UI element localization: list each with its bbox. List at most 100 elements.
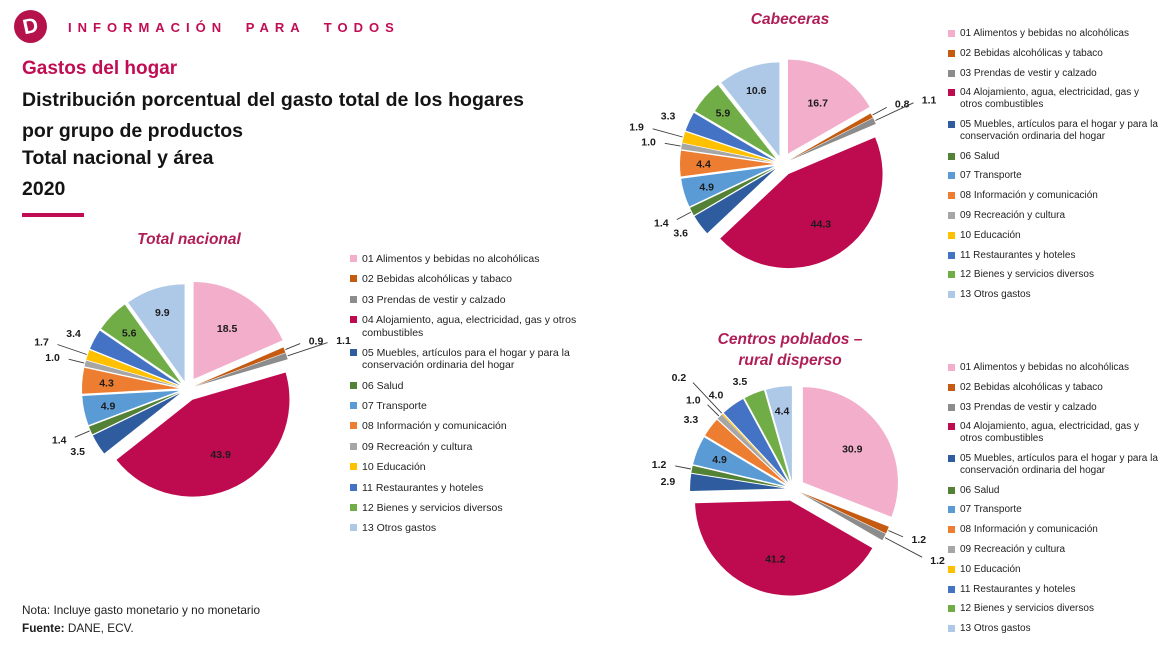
legend-swatch <box>350 381 357 389</box>
pie-slice-12 <box>101 304 182 384</box>
legend-item-label: 03 Prendas de vestir y calzado <box>960 401 1097 413</box>
leader-line <box>875 102 914 121</box>
leader-line <box>664 142 681 147</box>
legend-item-label: 02 Bebidas alcohólicas y tabaco <box>960 381 1103 393</box>
pie-label: 0.8 <box>895 99 910 111</box>
legend-item-label: 12 Bienes y servicios diversos <box>960 603 1094 615</box>
page-title: Distribución porcentual del gasto total … <box>22 89 524 142</box>
legend-swatch <box>948 251 955 259</box>
legend-item-label: 07 Transporte <box>960 504 1022 516</box>
legend-swatch <box>350 463 357 471</box>
legend-item: 03 Prendas de vestir y calzado <box>948 402 1160 414</box>
legend-swatch <box>350 295 357 303</box>
legend-item-label: 03 Prendas de vestir y calzado <box>362 293 506 306</box>
legend-swatch <box>948 545 955 553</box>
legend-swatch <box>350 503 357 511</box>
pie-label: 44.3 <box>811 219 832 231</box>
legend-item: 05 Muebles, artículos para el hogar y pa… <box>948 119 1160 143</box>
legend-swatch <box>350 255 357 262</box>
page-year: 2020 <box>22 178 66 200</box>
pie-slice-13 <box>765 385 792 481</box>
legend-item: 11 Restaurantes y hoteles <box>948 584 1160 596</box>
legend-item-label: 07 Transporte <box>362 400 427 412</box>
legend-swatch <box>948 291 955 299</box>
pie-label: 3.5 <box>733 376 748 388</box>
source-value: DANE, ECV. <box>67 621 134 635</box>
pie-label: 3.4 <box>66 328 81 340</box>
pie-svg: 18.5 0.9 1.1 43.9 3.51.4 4.9 4.3 1.0 1.7 3.4 5.6 9.… <box>34 281 351 497</box>
legend-item: 01 Alimentos y bebidas no alcohólicas <box>948 28 1160 40</box>
legend-item-label: 08 Información y comunicación <box>362 420 507 433</box>
pie-slice-10 <box>722 413 788 484</box>
pie-label: 1.2 <box>930 555 945 567</box>
leader-line <box>692 382 723 414</box>
legend-item: 07 Transporte <box>948 170 1160 182</box>
legend-item-label: 06 Salud <box>362 379 404 392</box>
legend-item: 01 Alimentos y bebidas no alcohólicas <box>350 253 625 265</box>
legend-item-label: 01 Alimentos y bebidas no alcohólicas <box>960 362 1129 373</box>
legend-swatch <box>948 506 955 514</box>
legend-swatch <box>948 625 955 633</box>
legend-item-label: 12 Bienes y servicios diversos <box>362 501 503 514</box>
leader-line <box>68 358 85 364</box>
legend-item-label: 06 Salud <box>960 484 1000 496</box>
legend-item-label: 04 Alojamiento, agua, electricidad, gas … <box>960 421 1139 445</box>
dane-logo-icon: D <box>14 10 47 43</box>
pie-label: 1.4 <box>52 434 67 446</box>
pie-slice-09 <box>681 143 775 163</box>
legend-item: 09 Recreación y cultura <box>948 210 1160 222</box>
legend-swatch <box>948 486 955 494</box>
legend-swatch <box>350 316 357 324</box>
legend-item: 02 Bebidas alcohólicas y tabaco <box>350 273 625 285</box>
leader-line <box>884 537 923 558</box>
pie-label: 30.9 <box>842 443 863 455</box>
legend-swatch <box>948 120 955 128</box>
pie-slice-06 <box>89 392 180 435</box>
pie-label: 41.2 <box>765 553 786 565</box>
legend-item: 01 Alimentos y bebidas no alcohólicas <box>948 362 1160 374</box>
legend-item: 02 Bebidas alcohólicas y tabaco <box>948 382 1160 394</box>
legend-swatch <box>350 524 357 532</box>
source-label: Fuente: <box>22 621 65 635</box>
pie-slice-10 <box>86 349 180 387</box>
page-kicker: Gastos del hogar <box>22 58 178 79</box>
pie-slice-02 <box>789 113 873 161</box>
legend-swatch <box>948 605 955 613</box>
pie-label: 10.6 <box>746 85 767 97</box>
pie-label: 3.3 <box>684 414 699 426</box>
pie-slice-03 <box>800 492 886 541</box>
legend-item: 09 Recreación y cultura <box>350 441 625 453</box>
pie-label: 1.0 <box>45 352 60 364</box>
chart-title-line-2: rural disperso <box>738 351 842 369</box>
legend-swatch <box>948 89 955 97</box>
pie-slice-08 <box>705 419 787 485</box>
pie-label: 3.6 <box>673 227 688 239</box>
legend-item: 12 Bienes y servicios diversos <box>948 269 1160 281</box>
pie-label: 16.7 <box>807 97 828 109</box>
legend-total-nacional: 01 Alimentos y bebidas no alcohólicas 02 … <box>350 253 625 543</box>
leader-line <box>57 343 87 355</box>
legend-item-label: 08 Información y comunicación <box>960 190 1098 202</box>
legend-item: 13 Otros gastos <box>948 623 1160 635</box>
legend-swatch <box>350 422 357 430</box>
pie-label: 4.4 <box>775 405 790 417</box>
legend-swatch <box>948 403 955 411</box>
legend-item-label: 08 Información y comunicación <box>960 524 1098 536</box>
pie-slice-02 <box>800 492 889 534</box>
pie-label: 4.9 <box>699 181 714 193</box>
legend-item-label: 13 Otros gastos <box>960 623 1031 635</box>
pie-label: 4.9 <box>712 454 727 466</box>
legend-swatch <box>948 211 955 219</box>
legend-cabeceras: 01 Alimentos y bebidas no alcohólicas 02 … <box>948 28 1160 309</box>
legend-item-label: 06 Salud <box>960 150 1000 162</box>
leader-line <box>652 128 683 138</box>
legend-item-label: 01 Alimentos y bebidas no alcohólicas <box>362 253 540 265</box>
leader-line <box>676 211 692 220</box>
legend-item: 05 Muebles, artículos para el hogar y pa… <box>350 347 625 372</box>
legend-swatch <box>948 383 955 391</box>
pie-slice-10 <box>682 131 775 162</box>
legend-item-label: 13 Otros gastos <box>362 522 437 535</box>
pie-label: 1.0 <box>641 137 656 149</box>
pie-slice-04 <box>720 137 883 268</box>
legend-swatch <box>948 231 955 239</box>
